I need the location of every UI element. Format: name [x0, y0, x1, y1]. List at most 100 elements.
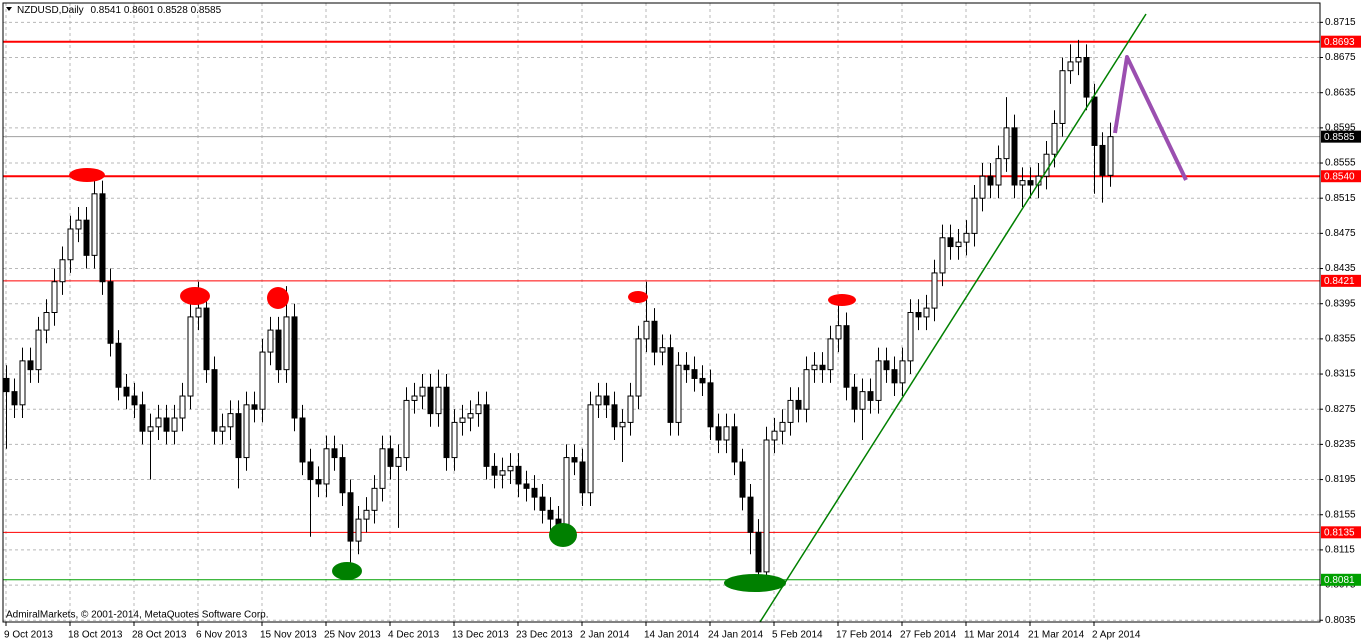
candle-body	[771, 430, 778, 441]
candle-body	[595, 395, 602, 406]
x-tick-label: 2 Apr 2014	[1092, 630, 1141, 641]
close-value: 0.8585	[191, 5, 222, 16]
y-tick-label: 0.8515	[1325, 193, 1356, 204]
candle-body	[1011, 127, 1018, 186]
candle-body	[371, 487, 378, 511]
menu-arrow	[6, 7, 12, 11]
level-label: 0.8081	[1324, 575, 1355, 586]
candle-body	[683, 364, 690, 371]
y-tick-label: 0.8395	[1325, 298, 1356, 309]
candle-body	[107, 281, 114, 344]
y-tick-label: 0.8595	[1325, 122, 1356, 133]
candle-body	[899, 360, 906, 384]
y-tick-label: 0.8355	[1325, 334, 1356, 345]
level-label-box	[1321, 274, 1361, 287]
candle-body	[347, 492, 354, 542]
candle-body	[387, 448, 394, 467]
candle-body	[867, 391, 874, 401]
candle-body	[1067, 61, 1074, 72]
y-tick-label: 0.8195	[1325, 474, 1356, 485]
candle-body	[763, 439, 770, 573]
candle-body	[219, 426, 226, 432]
candle-body	[251, 404, 258, 410]
candle-body	[795, 399, 802, 410]
candle-body	[835, 325, 842, 340]
candle-body	[651, 320, 658, 353]
candle-body	[691, 369, 698, 379]
x-tick-label: 28 Oct 2013	[132, 630, 187, 641]
candle-body	[259, 351, 266, 410]
candle-body	[291, 316, 298, 419]
candle-body	[299, 417, 306, 463]
low-value: 0.8528	[157, 5, 188, 16]
candle-body	[739, 461, 746, 498]
candle-body	[331, 448, 338, 459]
candle-body	[811, 364, 818, 371]
x-tick-label: 14 Jan 2014	[644, 630, 699, 641]
resistance-marker	[267, 287, 289, 309]
level-label: 0.8135	[1324, 527, 1355, 538]
candle-body	[379, 448, 386, 489]
candle-body	[715, 426, 722, 441]
x-tick-label: 18 Oct 2013	[68, 630, 123, 641]
candle-body	[707, 382, 714, 428]
y-tick-label: 0.8275	[1325, 404, 1356, 415]
levels	[3, 40, 1320, 581]
x-tick-label: 2 Jan 2014	[580, 630, 630, 641]
candle-body	[459, 417, 466, 423]
candle-body	[731, 426, 738, 463]
candle-body	[403, 399, 410, 459]
y-tick-label: 0.8555	[1325, 158, 1356, 169]
candle-body	[851, 386, 858, 410]
x-tick-label: 24 Jan 2014	[708, 630, 763, 641]
candle-body	[523, 483, 530, 489]
level-label-box	[1321, 170, 1361, 183]
candle-body	[955, 241, 962, 248]
candle-body	[307, 461, 314, 481]
candle-body	[427, 386, 434, 415]
candle-body	[227, 413, 234, 428]
candle-body	[243, 404, 250, 459]
x-tick-label: 13 Dec 2013	[452, 630, 509, 641]
candle-body	[11, 391, 18, 406]
candle-body	[915, 312, 922, 318]
resistance-marker	[628, 291, 648, 303]
candle-body	[667, 347, 674, 423]
resistance-marker	[69, 168, 105, 182]
candle-body	[979, 175, 986, 199]
candle-body	[475, 404, 482, 415]
candle-body	[99, 193, 106, 283]
candle-body	[891, 369, 898, 384]
candle-body	[179, 395, 186, 419]
candle-body	[531, 487, 538, 498]
candle-body	[83, 219, 90, 256]
x-tick-label: 25 Nov 2013	[324, 630, 381, 641]
candle-body	[67, 228, 74, 261]
candle-body	[1107, 136, 1114, 176]
candle-body	[211, 369, 218, 432]
candle-body	[395, 457, 402, 467]
candle-body	[491, 465, 498, 476]
high-value: 0.8601	[124, 5, 155, 16]
support-marker	[332, 562, 362, 580]
candle-body	[315, 479, 322, 485]
projection-path	[1113, 55, 1188, 181]
support-marker	[724, 574, 786, 592]
candle-body	[539, 496, 546, 511]
candle-body	[139, 404, 146, 432]
candle-body	[1075, 57, 1082, 63]
candle-body	[43, 312, 50, 331]
candle-body	[987, 175, 994, 186]
candle-body	[323, 448, 330, 485]
candle-body	[147, 426, 154, 432]
candle-body	[859, 391, 866, 410]
candle-body	[3, 377, 10, 393]
x-tick-label: 23 Dec 2013	[516, 630, 573, 641]
candle-body	[75, 219, 82, 230]
candle-body	[971, 197, 978, 234]
candle-body	[643, 320, 650, 340]
candle-body	[235, 413, 242, 459]
candle-body	[171, 417, 178, 432]
candle-body	[995, 158, 1002, 186]
